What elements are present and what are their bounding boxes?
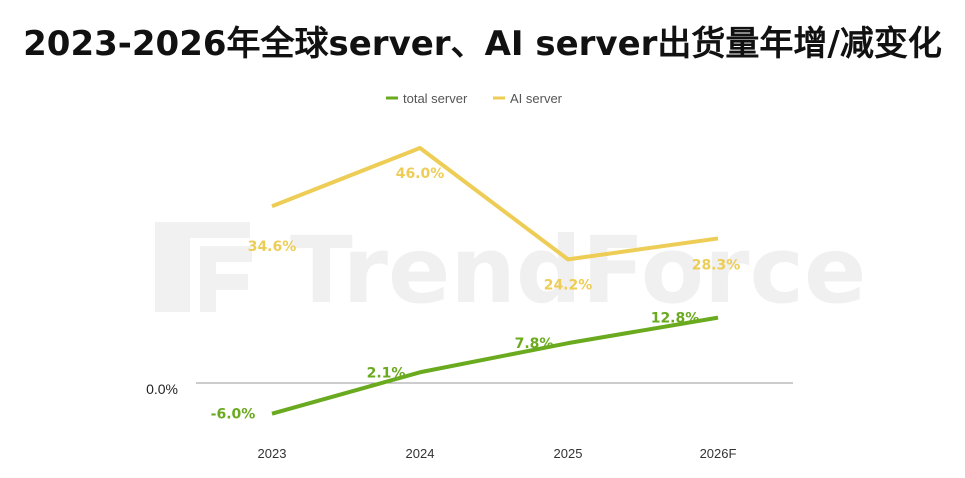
legend-label-total-server: total server [403, 91, 468, 106]
total-server-series-line [271, 315, 719, 416]
legend-label-ai-server: AI server [510, 91, 563, 106]
zero-axis-label: 0.0% [146, 381, 178, 397]
series-layer: 34.6% 46.0% 24.2% 28.3% -6.0% 2.1% 7.8% 12.8% [211, 146, 741, 423]
x-tick-label: 2023 [258, 446, 287, 461]
x-tick-label: 2025 [554, 446, 583, 461]
total-server-data-label: 7.8% [515, 336, 554, 352]
ai-server-data-label: 28.3% [692, 257, 741, 273]
watermark-logo-icon [155, 222, 252, 312]
total-server-data-label: -6.0% [211, 407, 256, 423]
trendforce-watermark [155, 222, 252, 312]
ai-server-data-label: 34.6% [248, 239, 297, 255]
ai-server-data-label: 46.0% [396, 166, 445, 182]
x-tick-label: 2026F [700, 446, 737, 461]
watermark-text: TrendForce [290, 217, 866, 324]
x-tick-label: 2024 [406, 446, 435, 461]
ai-server-series-line [271, 146, 719, 262]
ai-server-data-label: 24.2% [544, 277, 593, 293]
total-server-data-label: 12.8% [651, 311, 700, 327]
legend: total server AI server [386, 91, 563, 106]
total-server-data-label: 2.1% [367, 365, 406, 381]
x-axis-ticks: 2023 2024 2025 2026F [258, 446, 737, 461]
chart-title: 2023-2026年全球server、AI server出货量年增/减变化 [23, 24, 942, 64]
